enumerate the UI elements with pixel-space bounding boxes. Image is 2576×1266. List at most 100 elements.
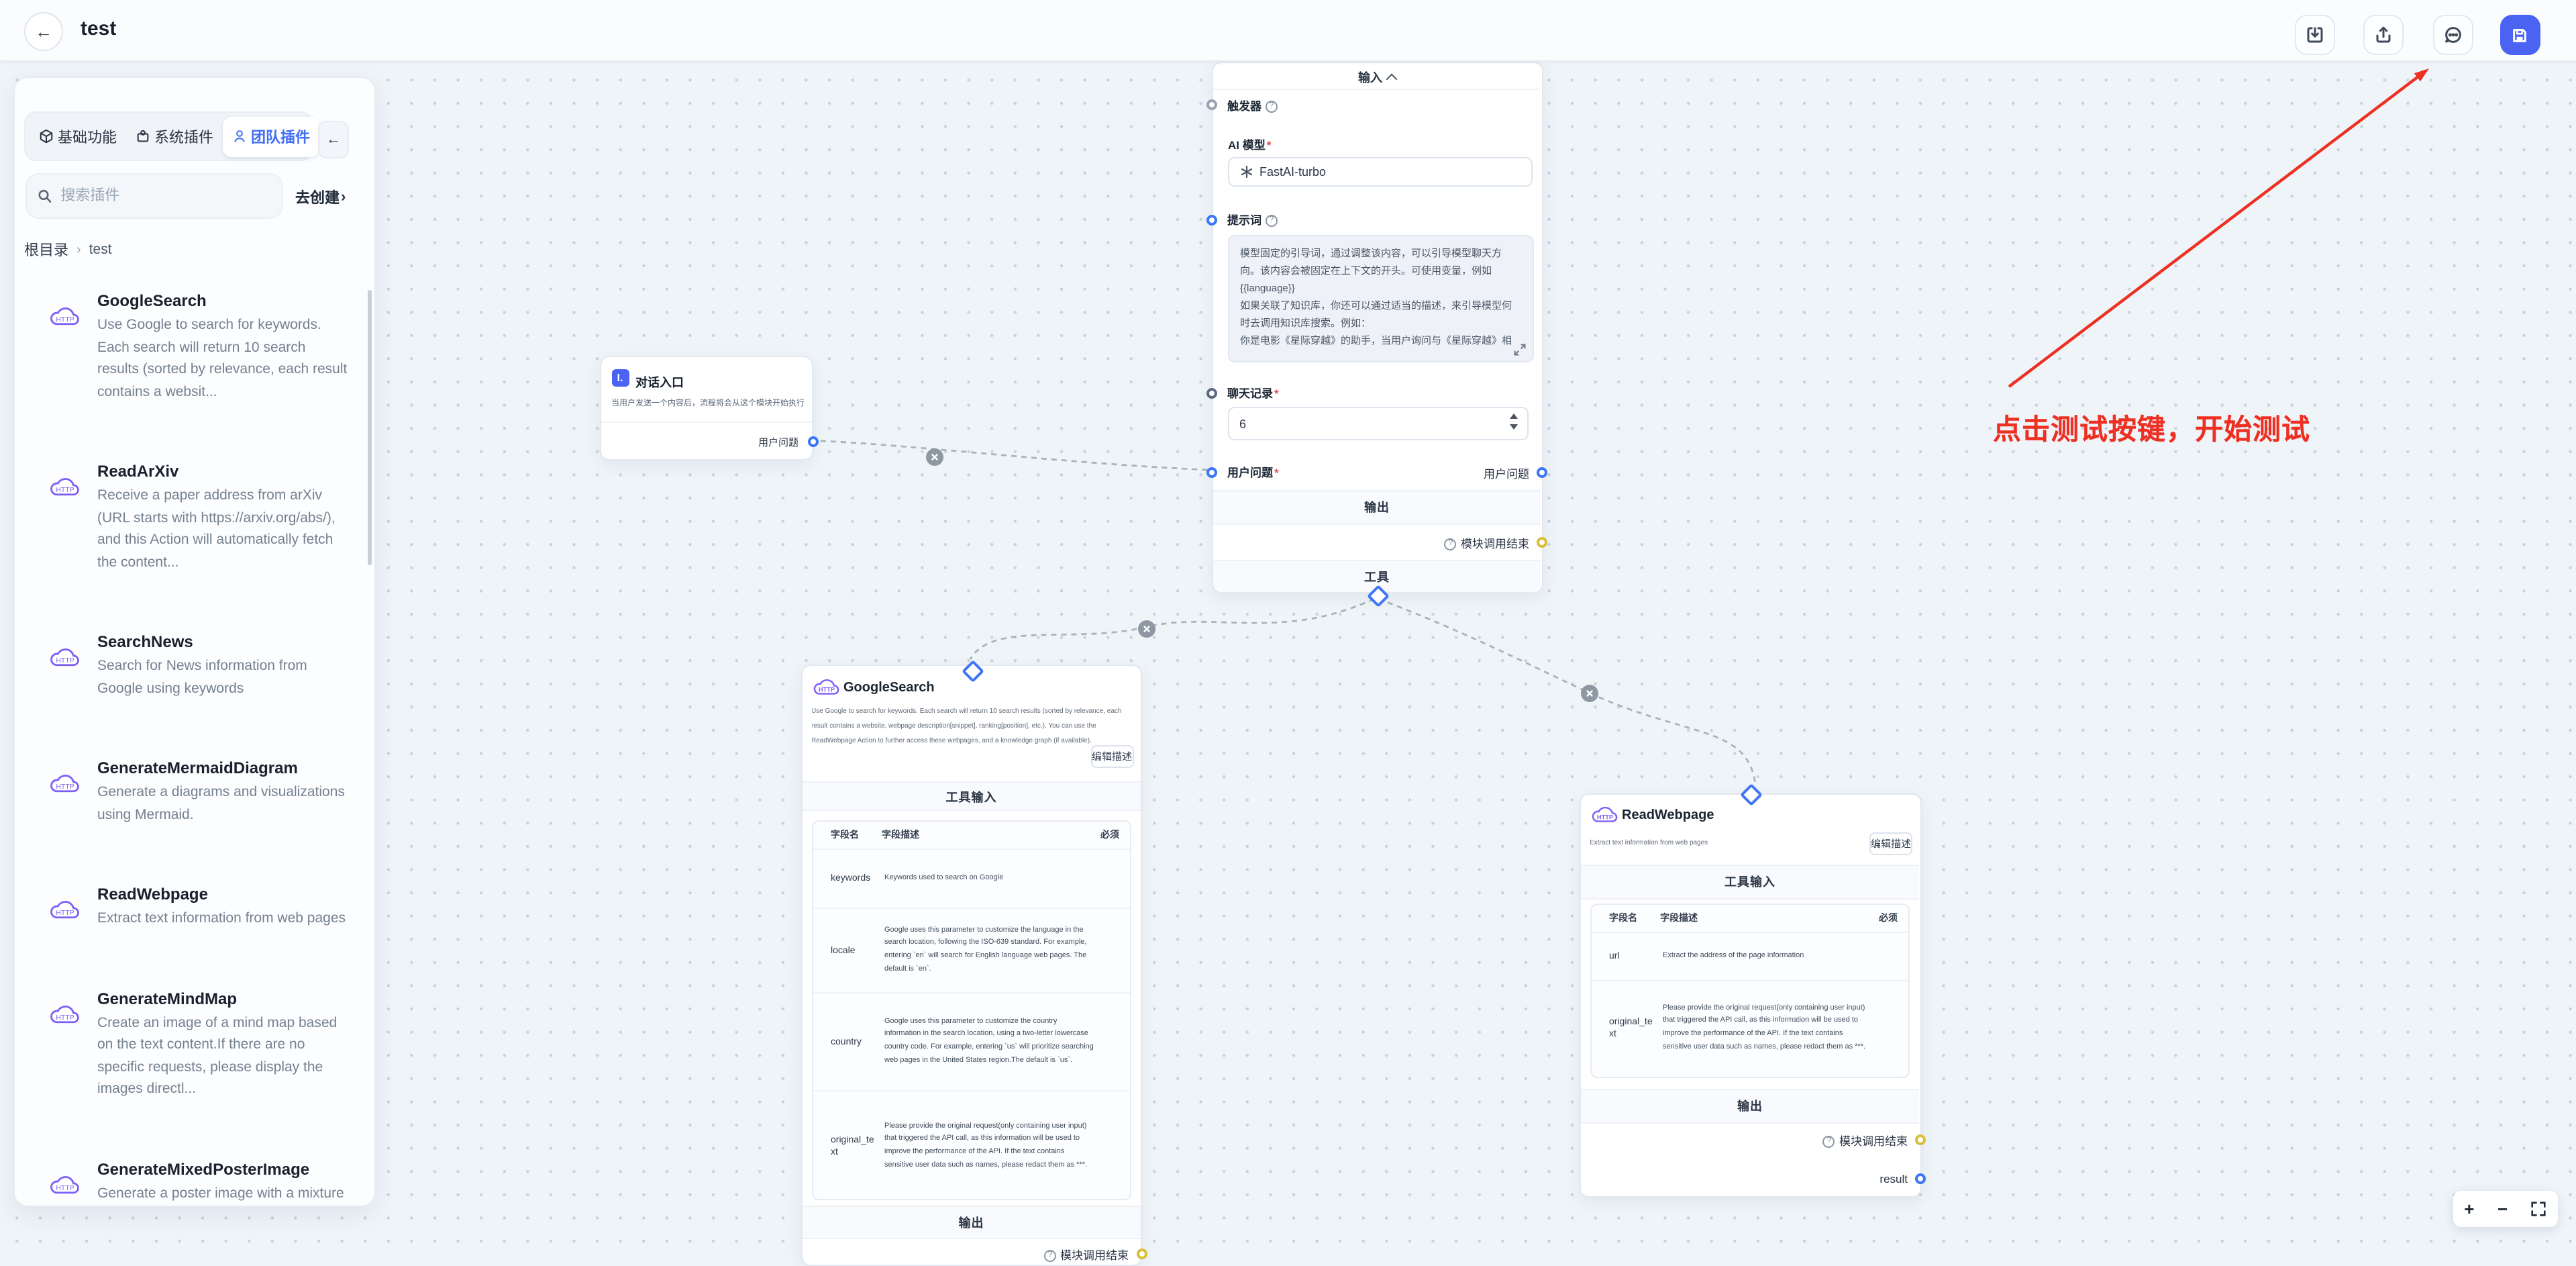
- step-down-icon[interactable]: [1509, 424, 1517, 429]
- list-item-readarxiv[interactable]: HTTP ReadArXiv Receive a paper address f…: [15, 447, 366, 588]
- http-cloud-icon: HTTP: [1590, 806, 1619, 832]
- annotation-text: 点击测试按键，开始测试: [1993, 415, 2310, 446]
- svg-text:HTTP: HTTP: [56, 657, 74, 665]
- list-item-generatemermaiddiagram[interactable]: HTTP GenerateMermaidDiagram Generate a d…: [15, 744, 366, 840]
- col-desc: 字段描述: [1660, 914, 1698, 924]
- question-label: 用户问题: [1227, 466, 1274, 479]
- col-name: 字段名: [1609, 914, 1637, 924]
- prompt-label-row: 提示词 ?: [1227, 212, 1278, 228]
- list-item-generatemixedposterimage[interactable]: HTTP GenerateMixedPosterImage Generate a…: [15, 1145, 366, 1203]
- export-button[interactable]: [2363, 15, 2404, 55]
- edit-description-button[interactable]: 编辑描述: [1869, 832, 1912, 855]
- module-end-port[interactable]: [1915, 1134, 1926, 1145]
- expand-icon[interactable]: [1513, 343, 1525, 355]
- module-end-label: 模块调用结束: [1060, 1249, 1129, 1262]
- history-port[interactable]: [1206, 388, 1217, 399]
- ai-toolcall-node[interactable]: 输入 触发器 ? AI 模型 * FastAI-turbo 提示词 ? 模型固定的…: [1206, 62, 1547, 607]
- table-row: locale Google uses this parameter to cus…: [813, 908, 1130, 992]
- chevron-up-icon: [1386, 72, 1398, 85]
- collapsed-input-band[interactable]: 输入: [1213, 63, 1541, 90]
- col-required: 必须: [1879, 914, 1898, 924]
- help-icon[interactable]: ?: [1043, 1249, 1056, 1261]
- step-up-icon[interactable]: [1509, 413, 1517, 419]
- go-create-link[interactable]: 去创建 ›: [295, 187, 346, 208]
- search-icon: [38, 189, 51, 203]
- http-cloud-icon: HTTP: [48, 477, 82, 506]
- field-desc: Keywords used to search on Google: [884, 873, 1004, 882]
- result-port[interactable]: [1915, 1173, 1926, 1183]
- module-end-port[interactable]: [1537, 536, 1547, 547]
- list-item-googlesearch[interactable]: HTTP GoogleSearch Use Google to search f…: [15, 277, 366, 418]
- prompt-placeholder-text: 模型固定的引导词，通过调整该内容，可以引导模型聊天方向。该内容会被固定在上下文的…: [1240, 246, 1512, 346]
- node-title: GoogleSearch: [843, 681, 935, 695]
- trigger-port[interactable]: [1206, 99, 1217, 110]
- tab-label: 团队插件: [251, 130, 310, 146]
- breadcrumb-root[interactable]: 根目录: [24, 243, 68, 259]
- number-stepper[interactable]: [1509, 413, 1517, 429]
- edit-description-button[interactable]: 编辑描述: [1090, 745, 1133, 768]
- plugin-desc: Generate a diagrams and visualizations u…: [97, 784, 345, 822]
- question-out-port[interactable]: [1537, 467, 1547, 478]
- output-port-userquestion[interactable]: [807, 436, 818, 446]
- table-row: original_text Please provide the origina…: [813, 1090, 1130, 1199]
- tab-system-plugins[interactable]: 系统插件: [126, 116, 223, 156]
- tool-input-band: 工具输入: [1581, 864, 1919, 899]
- help-icon[interactable]: ?: [1444, 538, 1457, 550]
- question-out-label: 用户问题: [1483, 467, 1529, 481]
- field-desc: Google uses this parameter to customize …: [884, 1017, 1094, 1065]
- save-button[interactable]: [2500, 15, 2540, 55]
- googlesearch-node[interactable]: HTTP GoogleSearch Use Google to search f…: [801, 660, 1147, 1266]
- table-row: country Google uses this parameter to cu…: [813, 992, 1130, 1090]
- chat-entry-node[interactable]: I. 对话入口 当用户发送一个内容后，流程将会从这个模块开始执行。 用户问题: [599, 356, 818, 460]
- field-name: locale: [831, 946, 856, 955]
- prompt-port[interactable]: [1206, 215, 1217, 226]
- col-desc: 字段描述: [882, 831, 919, 840]
- scrollbar-thumb[interactable]: [367, 290, 372, 565]
- search-input[interactable]: [58, 187, 270, 205]
- help-icon[interactable]: ?: [1822, 1135, 1835, 1147]
- field-desc: Extract the address of the page informat…: [1663, 951, 1804, 960]
- save-icon: [2513, 28, 2526, 42]
- help-icon[interactable]: ?: [1266, 100, 1278, 112]
- svg-text:HTTP: HTTP: [56, 1184, 74, 1191]
- tab-basic-functions[interactable]: 基础功能: [30, 116, 126, 156]
- share-icon: [2376, 26, 2391, 43]
- module-end-row: ? 模块调用结束: [1444, 536, 1529, 552]
- question-label-row: 用户问题 *: [1227, 465, 1279, 481]
- zoom-out-button[interactable]: −: [2497, 1198, 2508, 1218]
- tab-team-plugins[interactable]: 团队插件: [223, 116, 319, 156]
- prompt-textarea[interactable]: 模型固定的引导词，通过调整该内容，可以引导模型聊天方向。该内容会被固定在上下文的…: [1228, 234, 1533, 362]
- plugin-search[interactable]: [25, 173, 282, 219]
- divider: [601, 421, 812, 422]
- collapse-panel-button[interactable]: ←: [318, 121, 349, 158]
- list-item-readwebpage[interactable]: HTTP ReadWebpage Extract text informatio…: [15, 870, 366, 944]
- list-item-generatemindmap[interactable]: HTTP GenerateMindMap Create an image of …: [15, 974, 366, 1115]
- question-in-port[interactable]: [1206, 467, 1217, 478]
- http-cloud-icon: HTTP: [48, 899, 82, 929]
- plugin-name: SearchNews: [97, 632, 193, 651]
- back-button[interactable]: ←: [24, 12, 63, 51]
- edge-delete-button[interactable]: [925, 448, 943, 465]
- svg-text:HTTP: HTTP: [56, 316, 74, 324]
- zoom-in-button[interactable]: +: [2464, 1198, 2475, 1218]
- module-end-label: 模块调用结束: [1460, 537, 1529, 550]
- list-item-searchnews[interactable]: HTTP SearchNews Search for News informat…: [15, 618, 366, 714]
- table-header: 字段名 字段描述 必须: [1592, 905, 1908, 932]
- model-select[interactable]: FastAI-turbo: [1227, 157, 1532, 187]
- field-name: original_text: [1609, 1018, 1653, 1039]
- readwebpage-node[interactable]: HTTP ReadWebpage Extract text informatio…: [1579, 783, 1926, 1198]
- edge-delete-button[interactable]: [1580, 684, 1598, 701]
- fit-view-button[interactable]: [2531, 1201, 2546, 1216]
- module-end-port[interactable]: [1136, 1248, 1147, 1259]
- edge-delete-button[interactable]: [1137, 620, 1155, 637]
- table-header: 字段名 字段描述 必须: [813, 822, 1130, 848]
- user-icon: [234, 130, 245, 142]
- chat-test-button[interactable]: [2432, 15, 2473, 55]
- svg-text:HTTP: HTTP: [56, 783, 74, 791]
- svg-text:HTTP: HTTP: [56, 487, 74, 494]
- help-icon[interactable]: ?: [1266, 214, 1278, 226]
- history-number-input[interactable]: 6: [1227, 407, 1528, 440]
- tool-input-table: 字段名 字段描述 必须 url Extract the address of t…: [1590, 904, 1910, 1077]
- plugin-desc: Search for News information from Google …: [97, 658, 307, 696]
- import-button[interactable]: [2294, 15, 2334, 55]
